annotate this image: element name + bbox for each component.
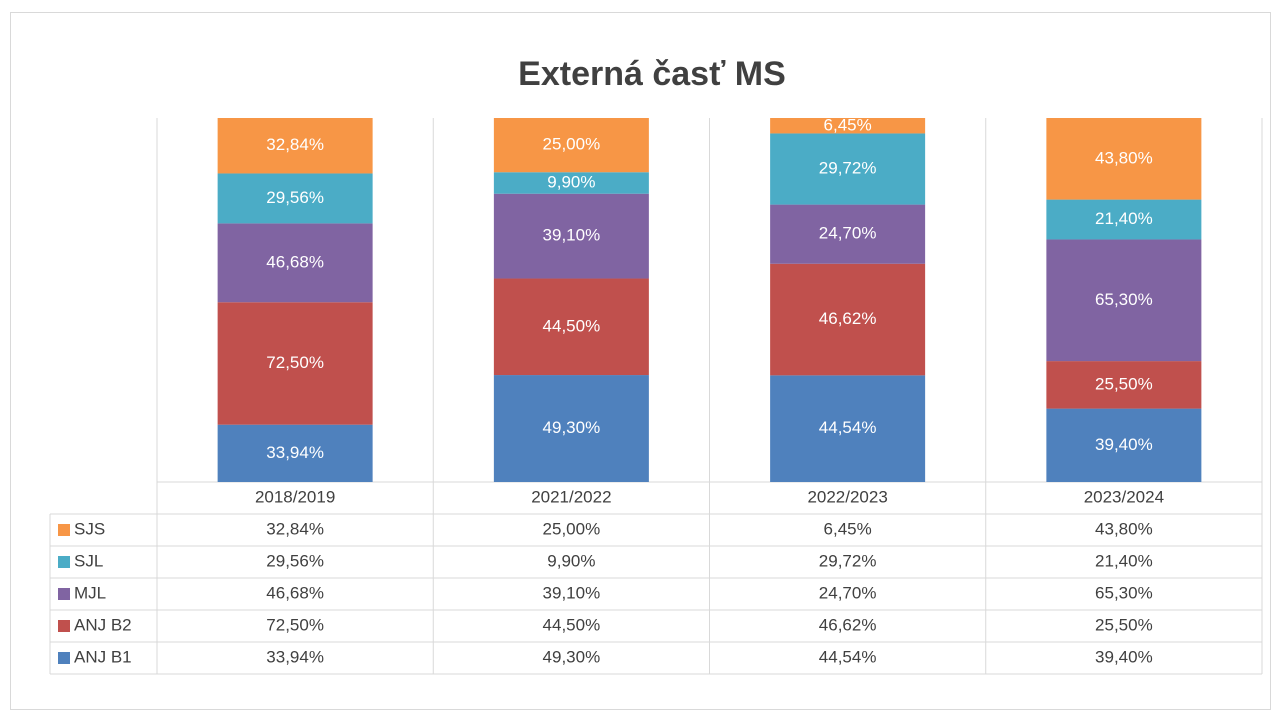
table-cell: 49,30% [543,647,601,666]
bar-segment [217,118,373,174]
bar-segment [493,118,649,173]
bar-segment [493,278,649,376]
legend-swatch [58,588,70,600]
legend-label: SJS [74,519,105,538]
x-tick-label: 2018/2019 [255,487,335,506]
bar-segment [493,193,649,279]
data-label: 65,30% [1095,290,1153,309]
data-label: 33,94% [266,443,324,462]
table-cell: 39,10% [543,583,601,602]
data-label: 39,40% [1095,435,1153,454]
table-cell: 43,80% [1095,519,1153,538]
table-cell: 9,90% [547,551,595,570]
data-label: 6,45% [824,115,872,134]
table-cell: 72,50% [266,615,324,634]
legend-swatch [58,556,70,568]
data-label: 24,70% [819,224,877,243]
bar-segment [770,204,926,264]
table-cell: 29,56% [266,551,324,570]
bar-segment [1046,239,1202,362]
table-cell: 46,62% [819,615,877,634]
data-label: 46,68% [266,252,324,271]
legend-swatch [58,652,70,664]
x-tick-label: 2022/2023 [807,487,887,506]
data-label: 39,10% [543,226,601,245]
legend-label: ANJ B2 [74,615,132,634]
data-label: 21,40% [1095,209,1153,228]
x-tick-label: 2021/2022 [531,487,611,506]
table-cell: 33,94% [266,647,324,666]
table-cell: 24,70% [819,583,877,602]
data-label: 44,50% [543,316,601,335]
data-label: 49,30% [543,418,601,437]
bar-segment [493,375,649,482]
bar-segment [1046,408,1202,482]
bar-segment [493,172,649,194]
bar-segment [770,375,926,482]
legend-label: MJL [74,583,106,602]
table-cell: 6,45% [824,519,872,538]
data-label: 29,72% [819,159,877,178]
data-label: 29,56% [266,188,324,207]
data-label: 32,84% [266,135,324,154]
bar-segment [770,263,926,376]
data-label: 46,62% [819,309,877,328]
table-cell: 46,68% [266,583,324,602]
data-label: 44,54% [819,418,877,437]
table-cell: 25,00% [543,519,601,538]
bar-segment [1046,118,1202,200]
bar-segment [1046,199,1202,240]
data-label: 43,80% [1095,148,1153,167]
table-cell: 25,50% [1095,615,1153,634]
x-tick-label: 2023/2024 [1084,487,1164,506]
chart-title: Externá časť MS [518,55,786,93]
bar-segment [217,223,373,303]
table-cell: 44,50% [543,615,601,634]
table-cell: 32,84% [266,519,324,538]
table-cell: 29,72% [819,551,877,570]
data-label: 72,50% [266,353,324,372]
bar-segment [770,133,926,205]
table-cell: 21,40% [1095,551,1153,570]
bar-segment [770,118,926,134]
data-label: 9,90% [547,172,595,191]
table-cell: 39,40% [1095,647,1153,666]
data-label: 25,00% [543,135,601,154]
bar-segment [217,173,373,224]
legend-label: SJL [74,551,103,570]
bar-segment [217,302,373,425]
table-cell: 44,54% [819,647,877,666]
table-cell: 65,30% [1095,583,1153,602]
bar-segment [1046,361,1202,409]
legend-swatch [58,620,70,632]
data-label: 25,50% [1095,374,1153,393]
bar-segment [217,424,373,482]
legend-label: ANJ B1 [74,647,132,666]
legend-swatch [58,524,70,536]
